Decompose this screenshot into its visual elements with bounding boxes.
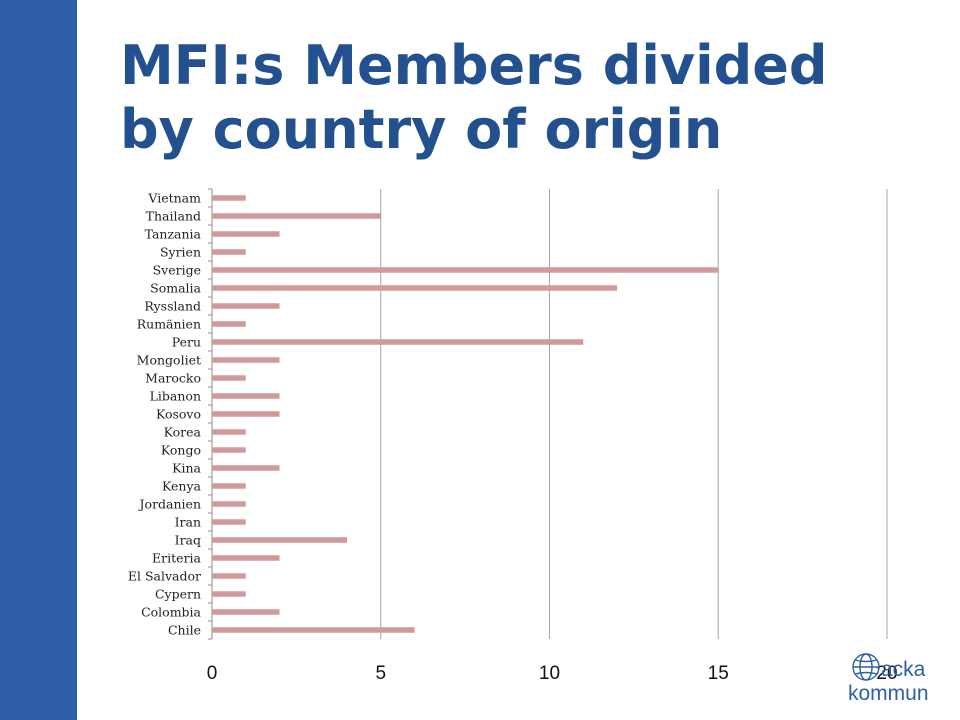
bar-marocko — [212, 375, 246, 381]
category-label: Ryssland — [144, 299, 201, 314]
bar-thailand — [212, 213, 381, 219]
x-tick-label: 0 — [207, 663, 218, 684]
bar-chile — [212, 627, 415, 633]
bar-vietnam — [212, 195, 246, 201]
category-label: Peru — [172, 335, 201, 350]
bar-tanzania — [212, 231, 280, 237]
slide-title-line-1: MFI:s Members divided — [120, 34, 828, 97]
bar-korea — [212, 429, 246, 435]
bar-eriteria — [212, 555, 280, 561]
x-tick-label: 5 — [375, 663, 386, 684]
category-label: Somalia — [150, 281, 201, 296]
logo-text-line-1: acka — [881, 658, 926, 681]
x-tick-label: 20 — [876, 663, 897, 684]
category-label: Korea — [164, 425, 202, 440]
bar-kenya — [212, 483, 246, 489]
bar-libanon — [212, 393, 280, 399]
category-label: Thailand — [146, 209, 201, 224]
category-label: Kina — [172, 461, 201, 476]
category-label: Jordanien — [138, 497, 201, 512]
globe-icon — [852, 653, 880, 681]
category-label: Mongoliet — [137, 353, 201, 368]
bar-sverige — [212, 267, 719, 273]
category-label: Libanon — [150, 389, 201, 404]
bar-mongoliet — [212, 357, 280, 363]
category-label: Kenya — [162, 479, 202, 494]
x-tick-label: 15 — [708, 663, 729, 684]
bar-colombia — [212, 609, 280, 615]
category-label: Vietnam — [147, 191, 201, 206]
category-label: El Salvador — [128, 569, 201, 584]
bar-syrien — [212, 249, 246, 255]
x-tick-label: 10 — [539, 663, 560, 684]
category-label: Rumänien — [137, 317, 201, 332]
category-label: Cypern — [155, 587, 201, 602]
category-label: Eriteria — [152, 551, 201, 566]
category-label: Iraq — [175, 533, 201, 548]
slide-title: MFI:s Members divided by country of orig… — [120, 34, 920, 162]
category-label: Kongo — [161, 443, 201, 458]
bar-rum-nien — [212, 321, 246, 327]
bar-peru — [212, 339, 584, 345]
logo-text-line-2: kommun — [848, 682, 929, 705]
slide-title-line-2: by country of origin — [120, 98, 723, 161]
bar-el-salvador — [212, 573, 246, 579]
category-label: Marocko — [145, 371, 201, 386]
bar-kosovo — [212, 411, 280, 417]
category-label: Syrien — [160, 245, 201, 260]
category-label: Iran — [175, 515, 201, 530]
bar-jordanien — [212, 501, 246, 507]
category-label: Chile — [168, 623, 201, 638]
bar-iran — [212, 519, 246, 525]
bar-kongo — [212, 447, 246, 453]
category-label: Kosovo — [156, 407, 201, 422]
category-label: Sverige — [153, 263, 201, 278]
nacka-kommun-logo: acka kommun — [848, 653, 929, 705]
category-label: Tanzania — [145, 227, 202, 242]
category-label: Colombia — [141, 605, 201, 620]
bar-ryssland — [212, 303, 280, 309]
bar-somalia — [212, 285, 617, 291]
side-accent-bar — [0, 0, 77, 720]
bar-kina — [212, 465, 280, 471]
bar-iraq — [212, 537, 347, 543]
bar-cypern — [212, 591, 246, 597]
